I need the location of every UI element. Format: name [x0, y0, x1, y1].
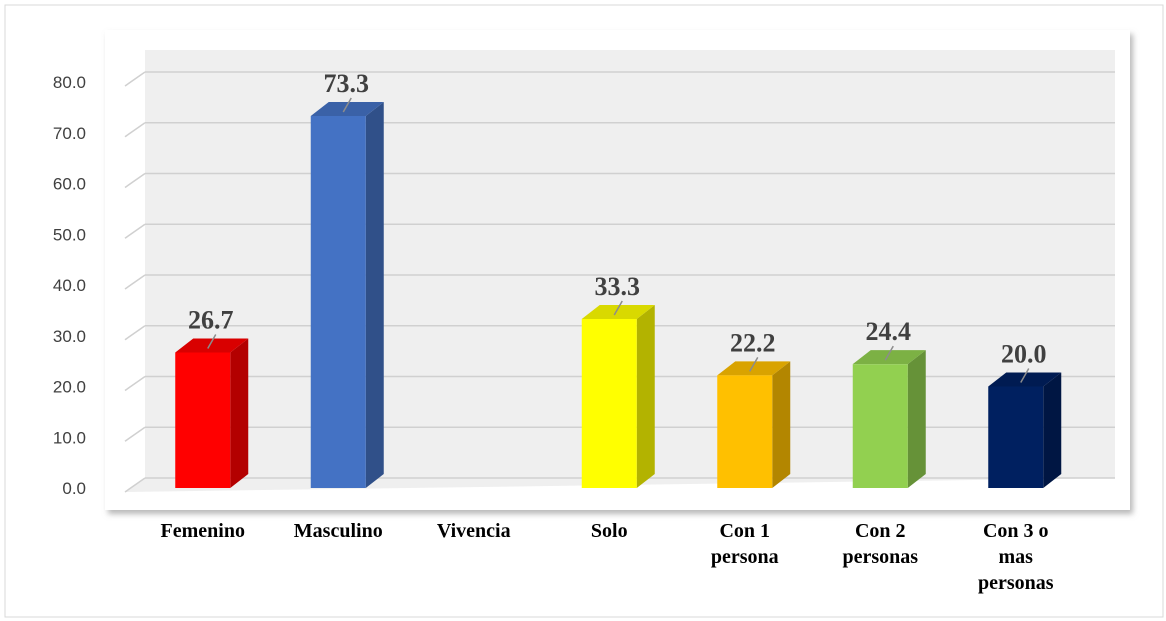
x-tick-label-box: Solo — [564, 518, 654, 544]
grid-line-floor — [124, 71, 146, 87]
x-tick-label: Solo — [590, 520, 628, 542]
x-tick-label: Masculino — [293, 520, 383, 542]
data-label: 24.4 — [866, 317, 912, 346]
bar-top — [852, 350, 926, 365]
bar-side — [907, 350, 926, 488]
leader-line — [749, 356, 759, 372]
bar — [852, 364, 908, 488]
bar-top — [988, 372, 1062, 387]
x-tick-label-box: Masculino — [293, 518, 383, 544]
bar-side — [636, 305, 655, 488]
leader-line — [884, 345, 894, 361]
grid-line-floor — [124, 122, 146, 138]
bar — [310, 116, 366, 488]
grid-line-floor — [124, 223, 146, 239]
bar-top — [175, 338, 249, 353]
bar — [988, 386, 1044, 488]
x-tick-label: Con 2 personas — [842, 520, 919, 568]
data-label: 73.3 — [324, 69, 370, 98]
bar-top — [581, 305, 655, 320]
y-tick-label: 50.0 — [53, 225, 86, 244]
x-tick-label: Vivencia — [436, 520, 511, 542]
leader-line — [613, 300, 623, 316]
bar — [175, 352, 231, 488]
x-tick-label-box: Con 3 o mas personas — [971, 518, 1061, 596]
y-tick-label: 10.0 — [53, 428, 86, 447]
grid-line-floor — [124, 426, 146, 442]
grid-line-floor — [124, 172, 146, 189]
leader-line — [1020, 368, 1030, 383]
bar-side — [230, 338, 249, 488]
y-tick-label: 80.0 — [53, 73, 86, 92]
x-tick-label-box: Con 1 persona — [700, 518, 790, 570]
leader-line — [342, 97, 352, 113]
x-tick-label-box: Vivencia — [429, 518, 519, 544]
y-tick-label: 60.0 — [53, 175, 86, 194]
bar-side — [365, 102, 384, 488]
x-tick-label-box: Femenino — [158, 518, 248, 544]
bar-side — [772, 361, 791, 488]
y-tick-label: 40.0 — [53, 276, 86, 295]
y-tick-label: 30.0 — [53, 327, 86, 346]
y-tick-label: 0.0 — [62, 479, 86, 498]
data-label: 26.7 — [188, 305, 234, 334]
y-tick-label: 70.0 — [53, 124, 86, 143]
x-tick-label: Con 3 o mas personas — [977, 520, 1054, 594]
y-tick-label: 20.0 — [53, 378, 86, 397]
bar — [717, 375, 773, 488]
grid-line-floor — [124, 375, 146, 392]
data-label: 20.0 — [1001, 340, 1047, 369]
bar-top — [310, 102, 384, 117]
x-tick-label: Femenino — [160, 520, 245, 542]
x-tick-label: Con 1 persona — [710, 520, 779, 568]
bar-side — [1043, 372, 1062, 488]
data-label: 33.3 — [595, 272, 641, 301]
grid-line-floor — [124, 477, 146, 493]
data-label: 22.2 — [730, 328, 776, 357]
grid-line-floor — [124, 325, 146, 341]
frame — [4, 4, 1164, 618]
leader-line — [207, 334, 217, 349]
bar — [581, 319, 637, 488]
bar-top — [717, 361, 791, 376]
grid-line-floor — [124, 274, 146, 290]
x-tick-label-box: Con 2 personas — [835, 518, 925, 570]
